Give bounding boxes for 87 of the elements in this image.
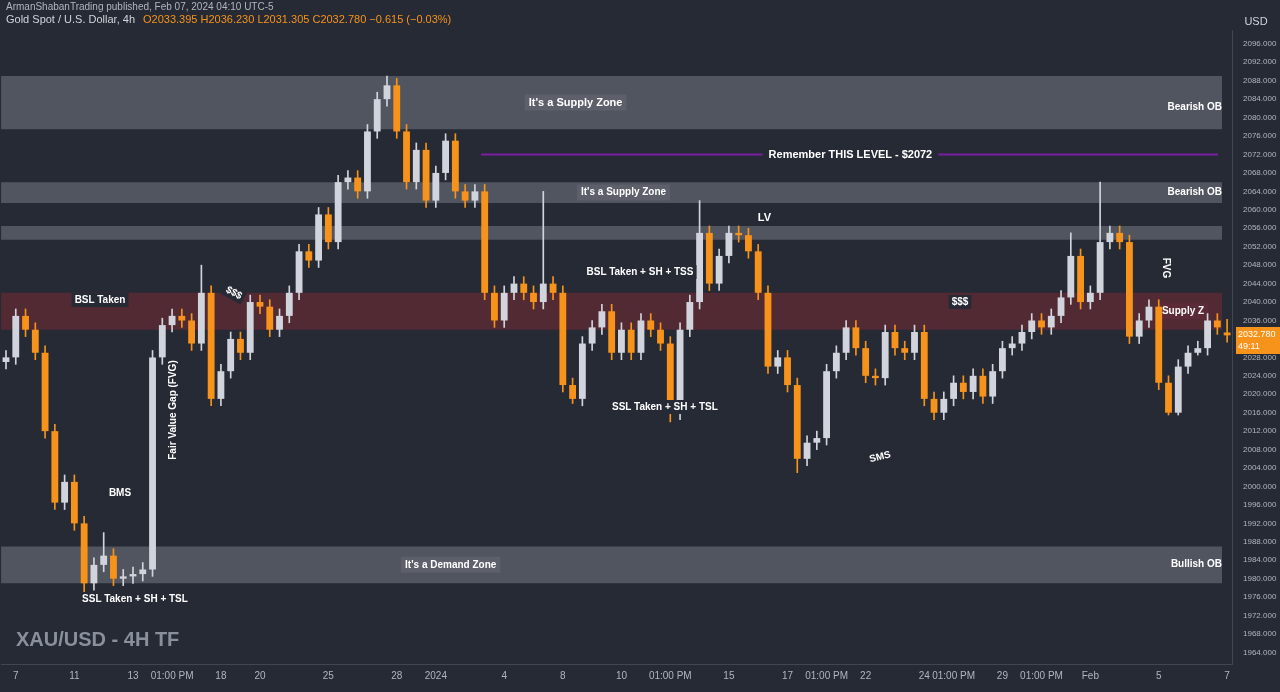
annotation: Bearish OB: [1167, 185, 1222, 197]
band-label: It's a Supply Zone: [528, 95, 623, 108]
chart-title: Gold Spot / U.S. Dollar, 4h: [6, 13, 136, 26]
y-tick-label: 2076.000: [1243, 131, 1277, 141]
y-axis-title: USD: [1244, 15, 1268, 28]
annotation: FVG: [1161, 257, 1173, 279]
annotation: $$$: [951, 295, 969, 307]
y-tick-label: 2012.000: [1243, 426, 1277, 436]
ref-line-label: Remember THIS LEVEL - $2072: [768, 147, 933, 160]
x-tick-label: Feb: [1081, 669, 1100, 681]
x-tick-label: 01:00 PM: [932, 669, 975, 681]
x-tick-label: 22: [860, 669, 872, 681]
x-tick-label: 01:00 PM: [150, 669, 194, 681]
x-tick-label: 13: [127, 669, 139, 681]
x-tick-label: 8: [560, 669, 567, 681]
y-tick-label: 2064.000: [1243, 186, 1277, 196]
annotation: Bearish OB: [1167, 100, 1222, 112]
y-tick-label: 2096.000: [1243, 39, 1277, 49]
y-tick-label: 2060.000: [1243, 205, 1277, 215]
annotation: SSL Taken + SH + TSL: [82, 592, 188, 604]
x-tick-label: 4: [501, 669, 508, 681]
candlestick: [1223, 319, 1231, 343]
x-tick-label: 5: [1155, 669, 1162, 681]
y-tick-label: 2004.000: [1243, 463, 1277, 473]
y-tick-label: 1988.000: [1243, 537, 1277, 547]
x-tick-label: 2024: [424, 669, 448, 681]
x-tick-label: 11: [69, 669, 81, 681]
annotation: $$$: [224, 283, 245, 302]
x-tick-label: 24: [918, 669, 931, 681]
y-tick-label: 2068.000: [1243, 168, 1277, 178]
y-tick-label: 1976.000: [1243, 592, 1277, 602]
x-tick-label: 17: [781, 669, 794, 681]
y-tick-label: 1968.000: [1243, 629, 1277, 639]
y-tick-label: 2044.000: [1243, 278, 1277, 288]
y-tick-label: 2028.000: [1243, 352, 1277, 362]
y-tick-label: 2000.000: [1243, 481, 1277, 491]
candlestick: [119, 569, 127, 586]
y-tick-label: 2052.000: [1243, 241, 1277, 251]
y-tick-label: 1984.000: [1243, 555, 1277, 565]
annotation: SSL Taken + SH + TSL: [612, 400, 718, 412]
y-tick-label: 2072.000: [1243, 149, 1277, 159]
x-tick-label: 20: [254, 669, 266, 681]
y-tick-label: 2084.000: [1243, 94, 1277, 104]
annotation: XAU/USD - 4H TF: [16, 627, 180, 650]
y-tick-label: 2016.000: [1243, 407, 1277, 417]
x-tick-label: 01:00 PM: [648, 669, 692, 681]
y-tick-label: 1996.000: [1243, 500, 1277, 510]
x-tick-label: 15: [723, 669, 735, 681]
chart-subtitle: O2033.395 H2036.230 L2031.305 C2032.780 −0.615 (−0.03%): [143, 13, 452, 26]
y-tick-label: 2056.000: [1243, 223, 1277, 233]
x-tick-label: 01:00 PM: [805, 669, 848, 681]
annotation: Fair Value Gap (FVG): [166, 360, 178, 460]
candlestick: [100, 532, 108, 573]
y-tick-label: 2088.000: [1243, 75, 1277, 85]
candlestick: [539, 191, 547, 310]
text: 49:11: [1238, 341, 1260, 352]
x-tick-label: 29: [996, 669, 1009, 681]
y-tick-label: 1964.000: [1243, 647, 1277, 657]
x-tick-label: 7: [1224, 669, 1231, 681]
y-tick-label: 2008.000: [1243, 444, 1277, 454]
y-tick-label: 2040.000: [1243, 297, 1277, 307]
y-tick-label: 2036.000: [1243, 315, 1277, 325]
x-tick-label: 25: [322, 669, 335, 681]
band-label: It's a Demand Zone: [405, 558, 497, 570]
band-label: Supply Z: [1161, 305, 1205, 317]
annotation: Bullish OB: [1170, 557, 1222, 569]
text: 2032.780: [1238, 329, 1276, 340]
x-tick-label: 01:00 PM: [1020, 669, 1063, 681]
x-tick-label: 28: [391, 669, 403, 681]
y-tick-label: 1980.000: [1243, 573, 1277, 583]
annotation: BSL Taken + SH + TSS: [586, 265, 694, 277]
annotation: BMS: [108, 486, 132, 498]
annotation: BSL Taken: [74, 293, 126, 305]
x-tick-label: 7: [12, 669, 19, 681]
y-tick-label: 2080.000: [1243, 112, 1277, 122]
y-tick-label: 2020.000: [1243, 389, 1277, 399]
text: ArmanShabanTrading published, Feb 07, 2024 04:10 UTC-5: [6, 0, 275, 12]
y-tick-label: 2092.000: [1243, 57, 1277, 67]
y-tick-label: 1992.000: [1243, 518, 1277, 528]
band-label: It's a Supply Zone: [580, 186, 667, 198]
band-label: LV: [757, 210, 772, 223]
y-tick-label: 1972.000: [1243, 610, 1277, 620]
y-tick-label: 2048.000: [1243, 260, 1277, 270]
annotation: SMS: [867, 448, 892, 465]
x-tick-label: 18: [215, 669, 227, 681]
x-tick-label: 10: [615, 669, 628, 681]
y-tick-label: 2024.000: [1243, 371, 1277, 381]
